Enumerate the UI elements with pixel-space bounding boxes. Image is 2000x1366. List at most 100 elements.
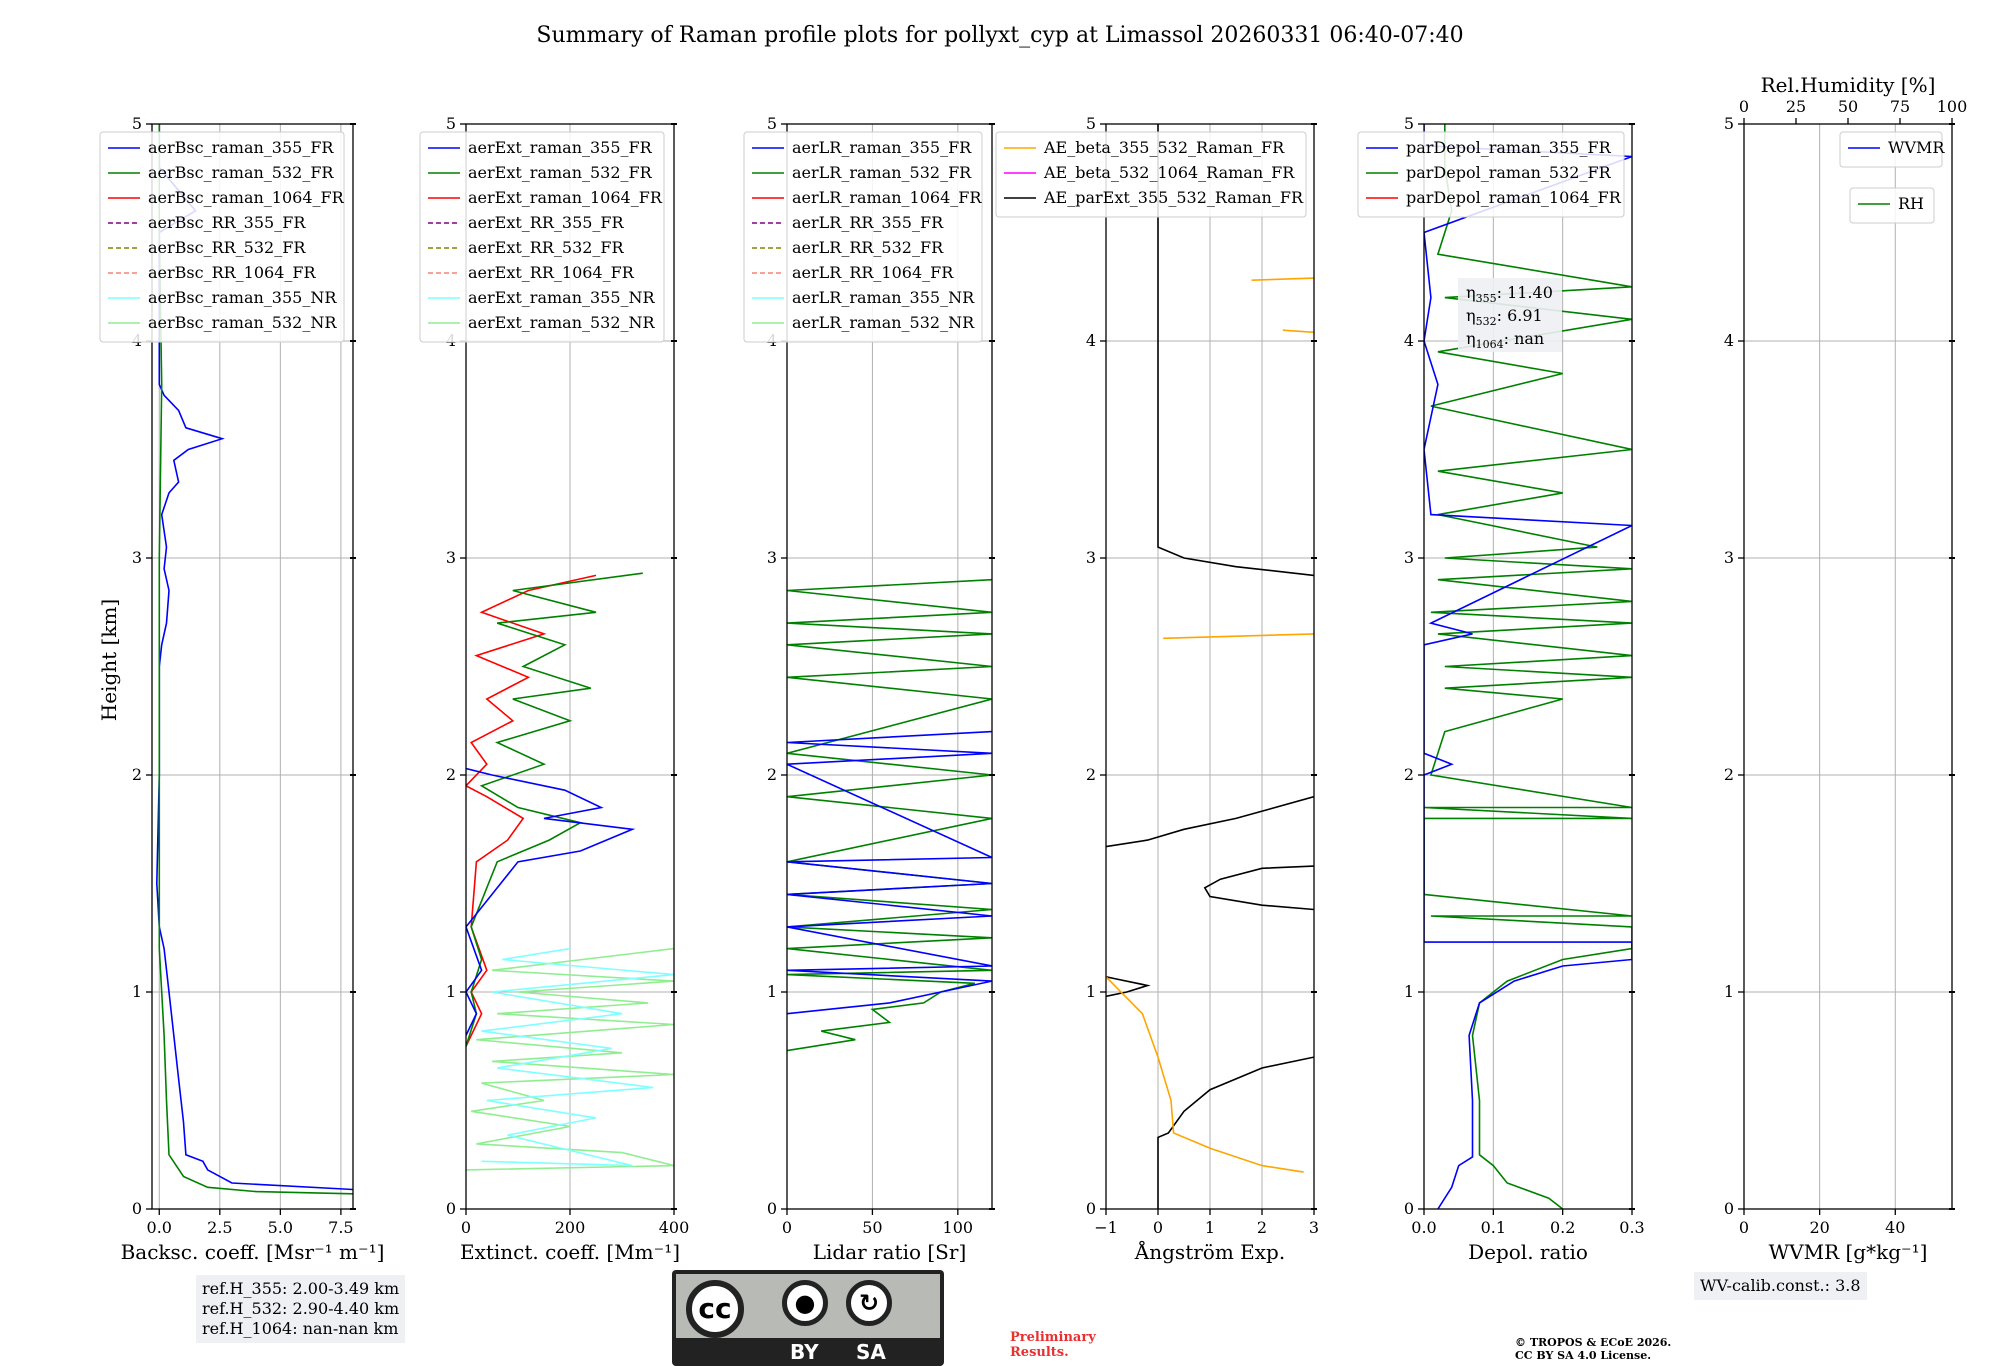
cc-by-sa-badge: cc ● ↻ BY SA [672,1270,944,1366]
series-aerExt_raman_532_FR [466,572,643,1047]
cc-icon: cc [686,1280,744,1338]
copyright-line-2: CC BY SA 4.0 License. [1515,1349,1652,1362]
height-axis-label: Height [km] [97,599,121,721]
legend-box [419,131,665,343]
x-tick-label: 20 [1809,1218,1829,1237]
y-tick-label: 3 [446,548,456,567]
panel-wvmr: 0 20 40 0 1 2 3 4 5 WVMR [g*kg⁻¹] 0 25 50 75 100Rel.Hu… [1724,73,1967,1264]
series-aerExt_raman_1064_FR [466,574,597,1047]
y-tick-label: 0 [767,1199,777,1218]
x-axis-label: Ångström Exp. [1134,1239,1285,1264]
legend-label: aerBsc_RR_355_FR [148,213,306,232]
series-AE_parExt_355_532_Raman_FR_b [1106,976,1151,998]
series-AE_parExt_355_532_Raman_FR_c [1106,795,1314,848]
plot-frame [151,123,354,1210]
legend-label: aerLR_RR_532_FR [792,238,944,257]
series-AE_beta_355_532_Raman_FR_d [1251,277,1314,281]
series-AE_parExt_355_532_Raman_FR_e [1157,124,1314,577]
ref-height-note: ref.H_355: 2.00-3.49 km ref.H_532: 2.90-… [196,1275,406,1343]
x-tick-label: 100 [943,1218,974,1237]
top-tick-label: 100 [1937,97,1968,116]
legend-label: aerExt_RR_355_FR [468,213,625,232]
series-aerLR_raman_355_FR [787,730,992,1015]
series-AE_beta_355_532_Raman_FR_b [1163,633,1314,640]
x-tick-label: 0.3 [1619,1218,1644,1237]
top-tick-label: 50 [1838,97,1858,116]
legend-label: aerLR_raman_355_NR [792,288,975,307]
y-tick-label: 1 [446,982,456,1001]
panel-extinction: 0200400012345Extinct. coeff. [Mm⁻¹]aerEx… [419,114,689,1264]
y-tick-label: 5 [1724,114,1734,133]
y-tick-label: 5 [1404,114,1414,133]
cc-sa-label: SA [856,1340,886,1364]
copyright-line-1: © TROPOS & ECoE 2026. [1515,1336,1672,1349]
plot-frame [1743,123,1953,1210]
legend: aerLR_raman_355_FR aerLR_raman_532_FR aerL… [743,131,983,343]
x-tick-label: 0.0 [147,1218,172,1237]
legend-label: aerBsc_raman_355_NR [148,288,337,307]
y-tick-label: 1 [1724,982,1734,1001]
y-tick-label: 2 [1086,765,1096,784]
y-tick-label: 2 [446,765,456,784]
legend-label: AE_parExt_355_532_Raman_FR [1043,188,1304,207]
legend-label: aerBsc_raman_532_NR [148,313,337,332]
y-tick-label: 1 [767,982,777,1001]
legend-label: WVMR [1888,138,1945,157]
y-tick-label: 0 [446,1199,456,1218]
legend-label: parDepol_raman_1064_FR [1406,188,1622,207]
legend-wvmr: WVMR [1839,131,1945,168]
y-tick-label: 5 [446,114,456,133]
x-tick-label: 0 [1153,1218,1163,1237]
x-axis-label: Lidar ratio [Sr] [813,1240,967,1264]
preliminary-line-1: Preliminary [1010,1330,1096,1345]
x-tick-label: 1 [1205,1218,1215,1237]
panel-backscatter: 0.02.55.07.5012345Backsc. coeff. [Msr⁻¹ … [99,114,385,1264]
legend: aerExt_raman_355_FR aerExt_raman_532_FRae… [419,131,665,343]
legend-box [1839,131,1943,168]
legend-label: aerExt_raman_532_NR [468,313,656,332]
legend-label: aerExt_raman_355_NR [468,288,656,307]
cc-by-label: BY [790,1340,819,1364]
annotation-line: η532: 6.91 [1466,306,1543,328]
series-AE_parExt_355_532_Raman_FR_d [1203,865,1314,911]
annotation-line: η1064: nan [1466,329,1544,351]
y-tick-label: 5 [1086,114,1096,133]
legend-box [1849,187,1935,224]
legend-label: aerLR_raman_355_FR [792,138,972,157]
legend-label: AE_beta_532_1064_Raman_FR [1043,163,1295,182]
top-axis-label: Rel.Humidity [%] [1761,73,1936,97]
legend-box [99,131,345,343]
top-tick-label: 75 [1890,97,1910,116]
panel-depolarization: 0.0 0.1 0.2 0.3 0 1 2 3 4 5 Depol. ratio parDepol_r… [1357,114,1645,1264]
y-tick-label: 2 [1724,765,1734,784]
x-tick-label: 0 [461,1218,471,1237]
x-axis-label: Backsc. coeff. [Msr⁻¹ m⁻¹] [121,1240,385,1264]
legend-box [743,131,983,343]
y-tick-label: 3 [1724,548,1734,567]
series-aerExt_raman_355_FR [466,767,636,1036]
legend-label: aerBsc_raman_532_FR [148,163,334,182]
series-parDepol_raman_532_FR [1424,124,1632,1209]
y-tick-label: 0 [1086,1199,1096,1218]
y-tick-label: 2 [767,765,777,784]
series-aerBsc_raman_355_FR [155,124,353,1191]
y-tick-label: 2 [132,765,142,784]
legend-label: aerBsc_RR_532_FR [148,238,306,257]
x-axis-label: Depol. ratio [1468,1240,1588,1264]
y-tick-label: 5 [767,114,777,133]
x-tick-label: 0.2 [1550,1218,1575,1237]
legend-label: aerExt_raman_532_FR [468,163,653,182]
legend-label: aerExt_raman_1064_FR [468,188,663,207]
legend-label: aerExt_RR_532_FR [468,238,625,257]
x-tick-label: 50 [862,1218,882,1237]
ref-height-1064: ref.H_1064: nan-nan km [202,1319,399,1338]
legend-label: aerBsc_RR_1064_FR [148,263,317,282]
annotation-line: η355: 11.40 [1466,283,1553,305]
legend-label: aerLR_raman_532_FR [792,163,972,182]
series-AE_beta_355_532_Raman_FR [1106,976,1304,1173]
legend-label: parDepol_raman_355_FR [1406,138,1612,157]
x-tick-label: 7.5 [328,1218,353,1237]
y-tick-label: 0 [1724,1199,1734,1218]
